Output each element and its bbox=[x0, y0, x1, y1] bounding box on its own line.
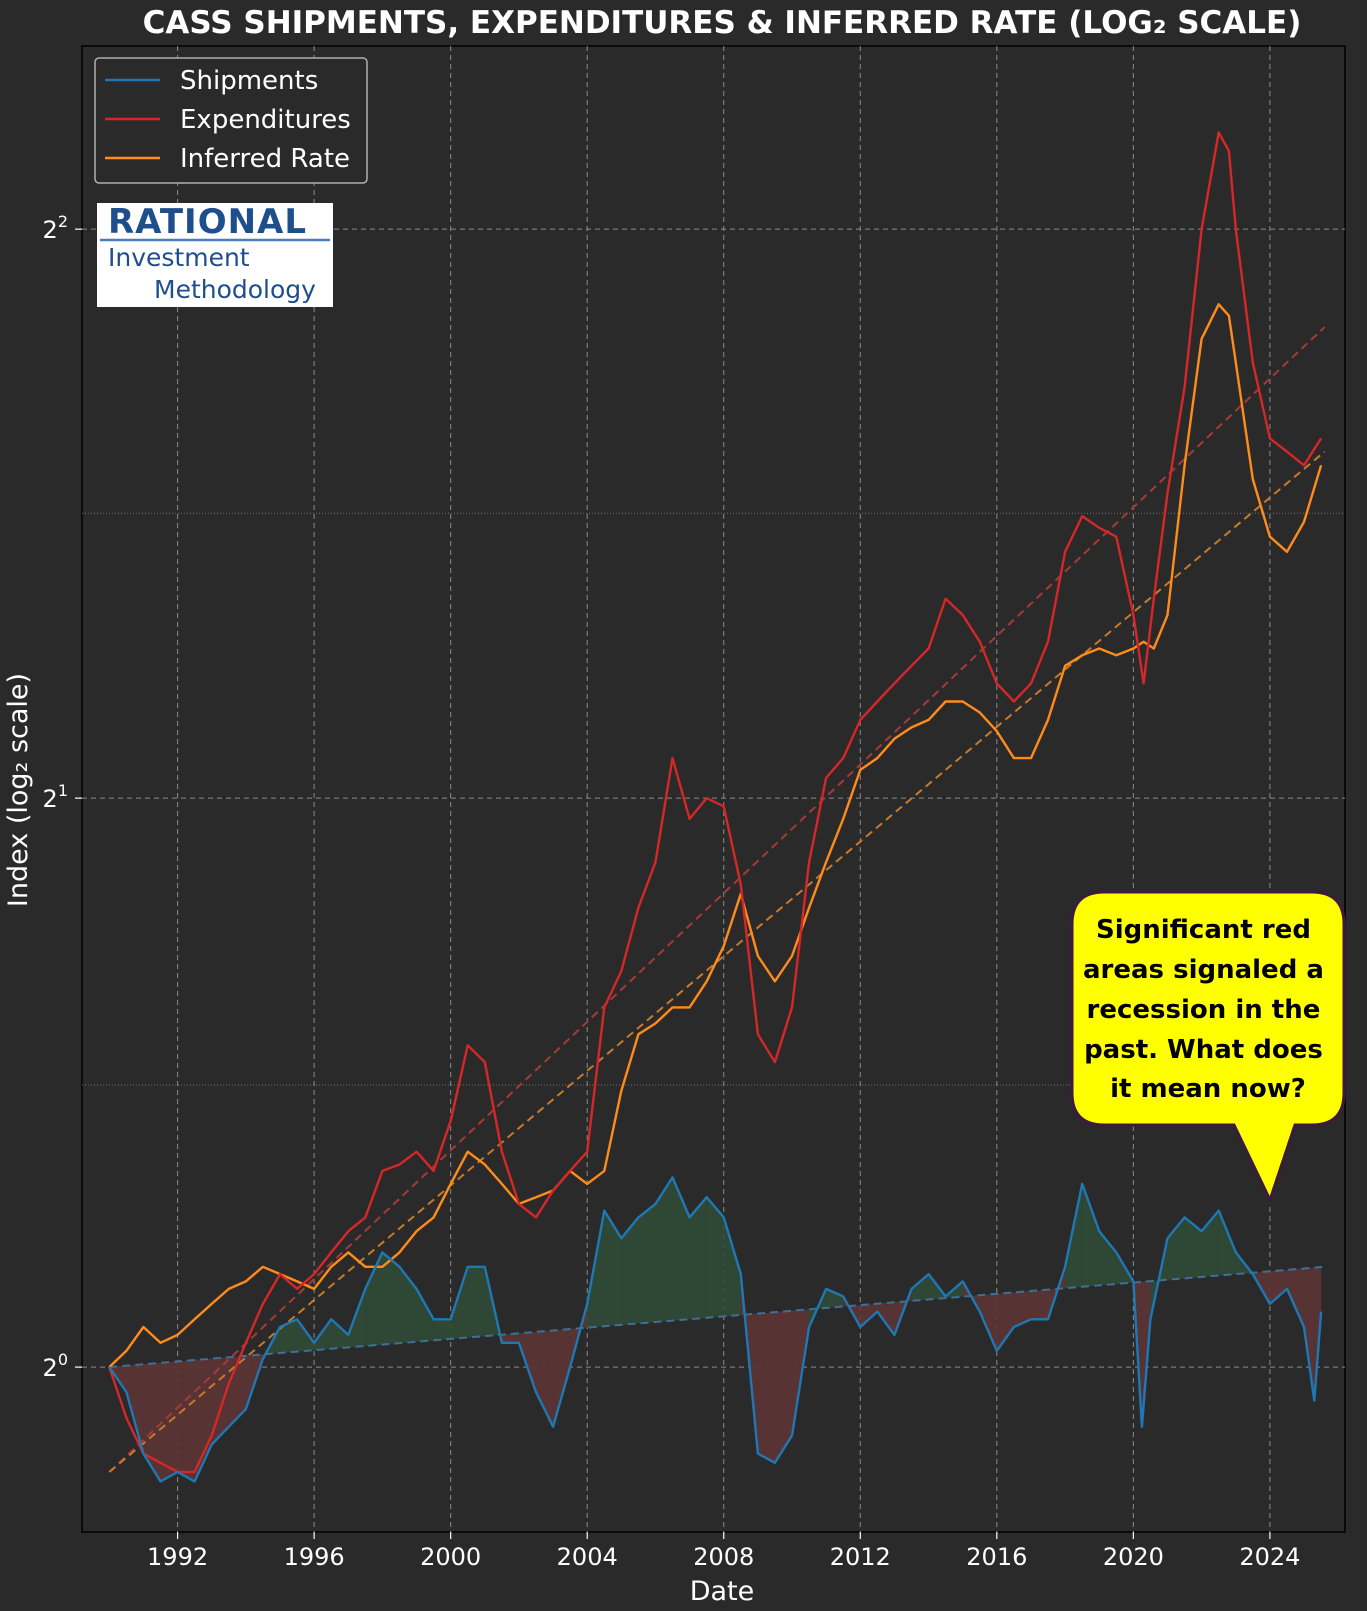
deviation-fill-26 bbox=[553, 1329, 571, 1427]
shipments-trend-line bbox=[109, 1265, 1325, 1369]
deviation-fill-32 bbox=[655, 1177, 673, 1323]
deviation-fill-25 bbox=[535, 1330, 554, 1427]
deviation-fill-63 bbox=[1167, 1217, 1185, 1280]
deviation-fill-39 bbox=[774, 1310, 793, 1463]
deviation-fill-31 bbox=[638, 1203, 656, 1324]
deviation-fill-70 bbox=[1286, 1268, 1305, 1328]
x-tick-label-2000: 2000 bbox=[420, 1543, 481, 1571]
deviation-fill-58 bbox=[1099, 1231, 1117, 1286]
deviation-fill-34 bbox=[689, 1197, 707, 1320]
deviation-fill-45 bbox=[877, 1302, 895, 1335]
legend-label-shipments: Shipments bbox=[180, 66, 318, 96]
y-axis-label: Index (log₂ scale) bbox=[3, 673, 34, 907]
series-lines bbox=[108, 131, 1323, 1483]
series-line-expenditures bbox=[108, 131, 1323, 1474]
x-tick-label-1996: 1996 bbox=[284, 1543, 345, 1571]
x-axis-label: Date bbox=[690, 1576, 755, 1607]
deviation-fill-10 bbox=[279, 1319, 298, 1354]
deviation-fill-36 bbox=[723, 1217, 741, 1317]
deviation-fill-23 bbox=[501, 1333, 519, 1343]
deviation-fill-13 bbox=[331, 1319, 349, 1349]
deviation-fill-15 bbox=[365, 1252, 383, 1346]
chart-title: CASS SHIPMENTS, EXPENDITURES & INFERRED … bbox=[143, 5, 1302, 41]
logo-box bbox=[97, 203, 333, 307]
logo: RATIONAL Investment Methodology bbox=[97, 202, 333, 307]
callout: Significant red areas signaled a recessi… bbox=[1070, 890, 1346, 1204]
deviation-fill-20 bbox=[450, 1266, 468, 1339]
series-line-shipments bbox=[108, 1176, 1323, 1483]
logo-line2: Investment bbox=[108, 243, 250, 272]
callout-bubble bbox=[1070, 890, 1346, 1204]
deviation-fill-66 bbox=[1218, 1210, 1236, 1276]
x-axis-ticks: 1992 1996 2000 2004 2008 2012 2016 2020 2024 bbox=[147, 1532, 1300, 1571]
deviation-fill-29 bbox=[604, 1210, 622, 1327]
deviation-fill-35 bbox=[706, 1197, 724, 1318]
deviation-fill-42 bbox=[826, 1288, 844, 1308]
legend-label-expenditures: Expenditures bbox=[180, 105, 351, 135]
x-tick-label-2016: 2016 bbox=[966, 1543, 1027, 1571]
deviation-fill-71 bbox=[1304, 1267, 1315, 1401]
deviation-fill-64 bbox=[1184, 1217, 1202, 1279]
callout-text: Significant red areas signaled a recessi… bbox=[1083, 915, 1333, 1104]
deviation-fill-18 bbox=[416, 1288, 434, 1342]
deviation-fill-1 bbox=[126, 1364, 144, 1454]
legend-label-inferred-rate: Inferred Rate bbox=[180, 144, 350, 174]
deviation-fill-57 bbox=[1082, 1183, 1100, 1287]
grid bbox=[82, 46, 1345, 1532]
deviation-fill-33 bbox=[672, 1177, 690, 1321]
deviation-fill-54 bbox=[1030, 1289, 1049, 1320]
deviation-fill-44 bbox=[860, 1303, 878, 1328]
y-tick-label-1: 20 bbox=[43, 1350, 68, 1382]
series-line-inferred-rate bbox=[108, 303, 1323, 1368]
deviation-fill-69 bbox=[1269, 1269, 1287, 1304]
expenditures-trend-line bbox=[108, 326, 1326, 1473]
x-tick-label-1992: 1992 bbox=[147, 1543, 208, 1571]
legend: Shipments Expenditures Inferred Rate bbox=[94, 57, 368, 184]
deviation-fill-47 bbox=[911, 1274, 929, 1301]
deviation-fill-21 bbox=[467, 1266, 485, 1338]
deviation-fill-53 bbox=[1013, 1291, 1031, 1328]
legend-box bbox=[94, 57, 368, 184]
y-tick-label-4: 22 bbox=[43, 212, 68, 244]
deviation-fill-30 bbox=[621, 1217, 639, 1325]
logo-line3: Methodology bbox=[154, 275, 316, 304]
logo-line1: RATIONAL bbox=[108, 202, 307, 242]
y-tick-label-2: 21 bbox=[43, 781, 68, 813]
deviation-fill-19 bbox=[433, 1319, 451, 1341]
deviation-fill-4 bbox=[177, 1360, 195, 1482]
deviation-fill-2 bbox=[143, 1362, 161, 1482]
deviation-fill-51 bbox=[979, 1293, 997, 1351]
deviation-fill-16 bbox=[382, 1252, 400, 1345]
deviation-fill-5 bbox=[194, 1358, 212, 1482]
x-tick-label-2012: 2012 bbox=[830, 1543, 891, 1571]
x-tick-label-2024: 2024 bbox=[1239, 1543, 1300, 1571]
deviation-fill-11 bbox=[297, 1319, 315, 1352]
deviation-fill-17 bbox=[399, 1266, 417, 1344]
deviation-fill-38 bbox=[757, 1312, 775, 1463]
deviation-fill-52 bbox=[996, 1292, 1014, 1351]
x-tick-label-2008: 2008 bbox=[693, 1543, 754, 1571]
y-axis-ticks: 20 21 22 bbox=[43, 212, 82, 1382]
x-tick-label-2004: 2004 bbox=[557, 1543, 618, 1571]
x-tick-label-2020: 2020 bbox=[1103, 1543, 1164, 1571]
